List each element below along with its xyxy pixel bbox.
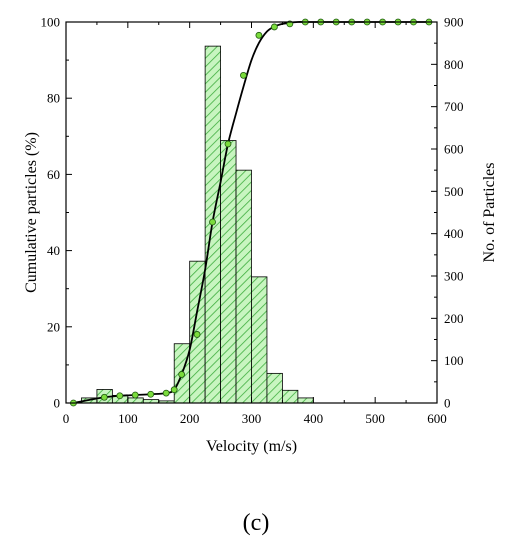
cumulative-point	[131, 391, 139, 399]
x-tick-label: 400	[304, 411, 324, 426]
y-right-tick-label: 900	[444, 15, 464, 30]
y-left-tick-label: 20	[47, 319, 60, 334]
histogram-bar	[266, 372, 283, 404]
x-axis-label: Velocity (m/s)	[206, 438, 297, 455]
x-tick-label: 100	[118, 411, 138, 426]
panel-label: (c)	[243, 510, 270, 536]
histogram-bar	[127, 397, 144, 404]
x-tick-label: 600	[427, 411, 447, 426]
y-left-tick-label: 80	[47, 91, 60, 106]
y-left-tick-label: 60	[47, 167, 60, 182]
histogram-bar	[220, 140, 237, 404]
y-right-tick-label: 500	[444, 184, 464, 199]
cumulative-point	[162, 389, 170, 397]
y-left-tick-label: 0	[54, 396, 61, 411]
cumulative-point	[116, 392, 124, 400]
cumulative-point	[178, 371, 186, 378]
y-right-tick-label: 200	[444, 311, 464, 326]
axes: 0 100 200 300 400 500 600020406080100010020030…	[41, 15, 464, 427]
x-tick-label: 200	[180, 411, 200, 426]
y-right-tick-label: 400	[444, 226, 464, 241]
y-right-tick-label: 700	[444, 99, 464, 114]
cumulative-point	[209, 218, 216, 226]
cumulative-point	[170, 386, 178, 394]
x-tick-label: 0	[63, 411, 70, 426]
cumulative-point	[100, 393, 108, 401]
y-left-tick-label: 100	[41, 15, 61, 30]
y-left-axis-label: Cumulative particles (%)	[23, 132, 40, 293]
x-tick-label: 300	[242, 411, 262, 426]
histogram-bar	[235, 169, 252, 404]
cumulative-point	[193, 331, 201, 338]
histogram-bar	[297, 397, 314, 404]
y-left-tick-label: 40	[47, 243, 60, 258]
x-tick-label: 500	[365, 411, 385, 426]
y-right-tick-label: 600	[444, 142, 464, 157]
histogram-bar	[251, 276, 268, 404]
histogram-bar	[282, 389, 299, 404]
y-right-tick-label: 100	[444, 353, 464, 368]
histogram-bars	[81, 45, 314, 404]
y-right-axis-label: No. of Particles	[481, 163, 498, 263]
cumulative-point	[270, 23, 278, 31]
cumulative-point	[240, 71, 247, 79]
axis-labels: Velocity (m/s) Cumulative particles (%) No…	[23, 132, 498, 536]
y-right-tick-label: 800	[444, 57, 464, 72]
cumulative-point	[255, 31, 263, 39]
cumulative-point	[224, 140, 232, 148]
cumulative-point	[147, 390, 155, 398]
y-right-tick-label: 300	[444, 269, 464, 284]
y-right-tick-label: 0	[444, 396, 451, 411]
